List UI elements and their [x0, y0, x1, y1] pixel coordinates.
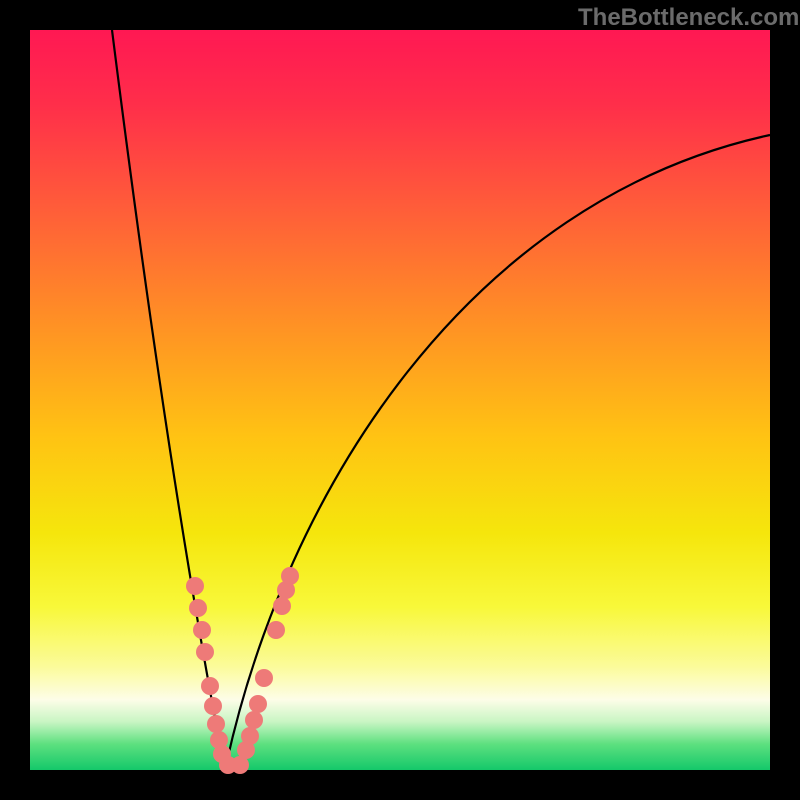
data-marker — [186, 577, 204, 595]
data-marker — [201, 677, 219, 695]
data-marker — [189, 599, 207, 617]
data-marker — [281, 567, 299, 585]
data-marker — [267, 621, 285, 639]
chart-container: TheBottleneck.com — [0, 0, 800, 800]
chart-svg — [0, 0, 800, 800]
data-marker — [245, 711, 263, 729]
data-marker — [207, 715, 225, 733]
data-markers — [186, 567, 299, 774]
data-marker — [255, 669, 273, 687]
data-marker — [273, 597, 291, 615]
data-marker — [196, 643, 214, 661]
bottleneck-curve — [112, 30, 770, 770]
curve-path — [112, 30, 770, 770]
data-marker — [204, 697, 222, 715]
data-marker — [249, 695, 267, 713]
watermark-label: TheBottleneck.com — [578, 4, 799, 32]
data-marker — [241, 727, 259, 745]
data-marker — [193, 621, 211, 639]
